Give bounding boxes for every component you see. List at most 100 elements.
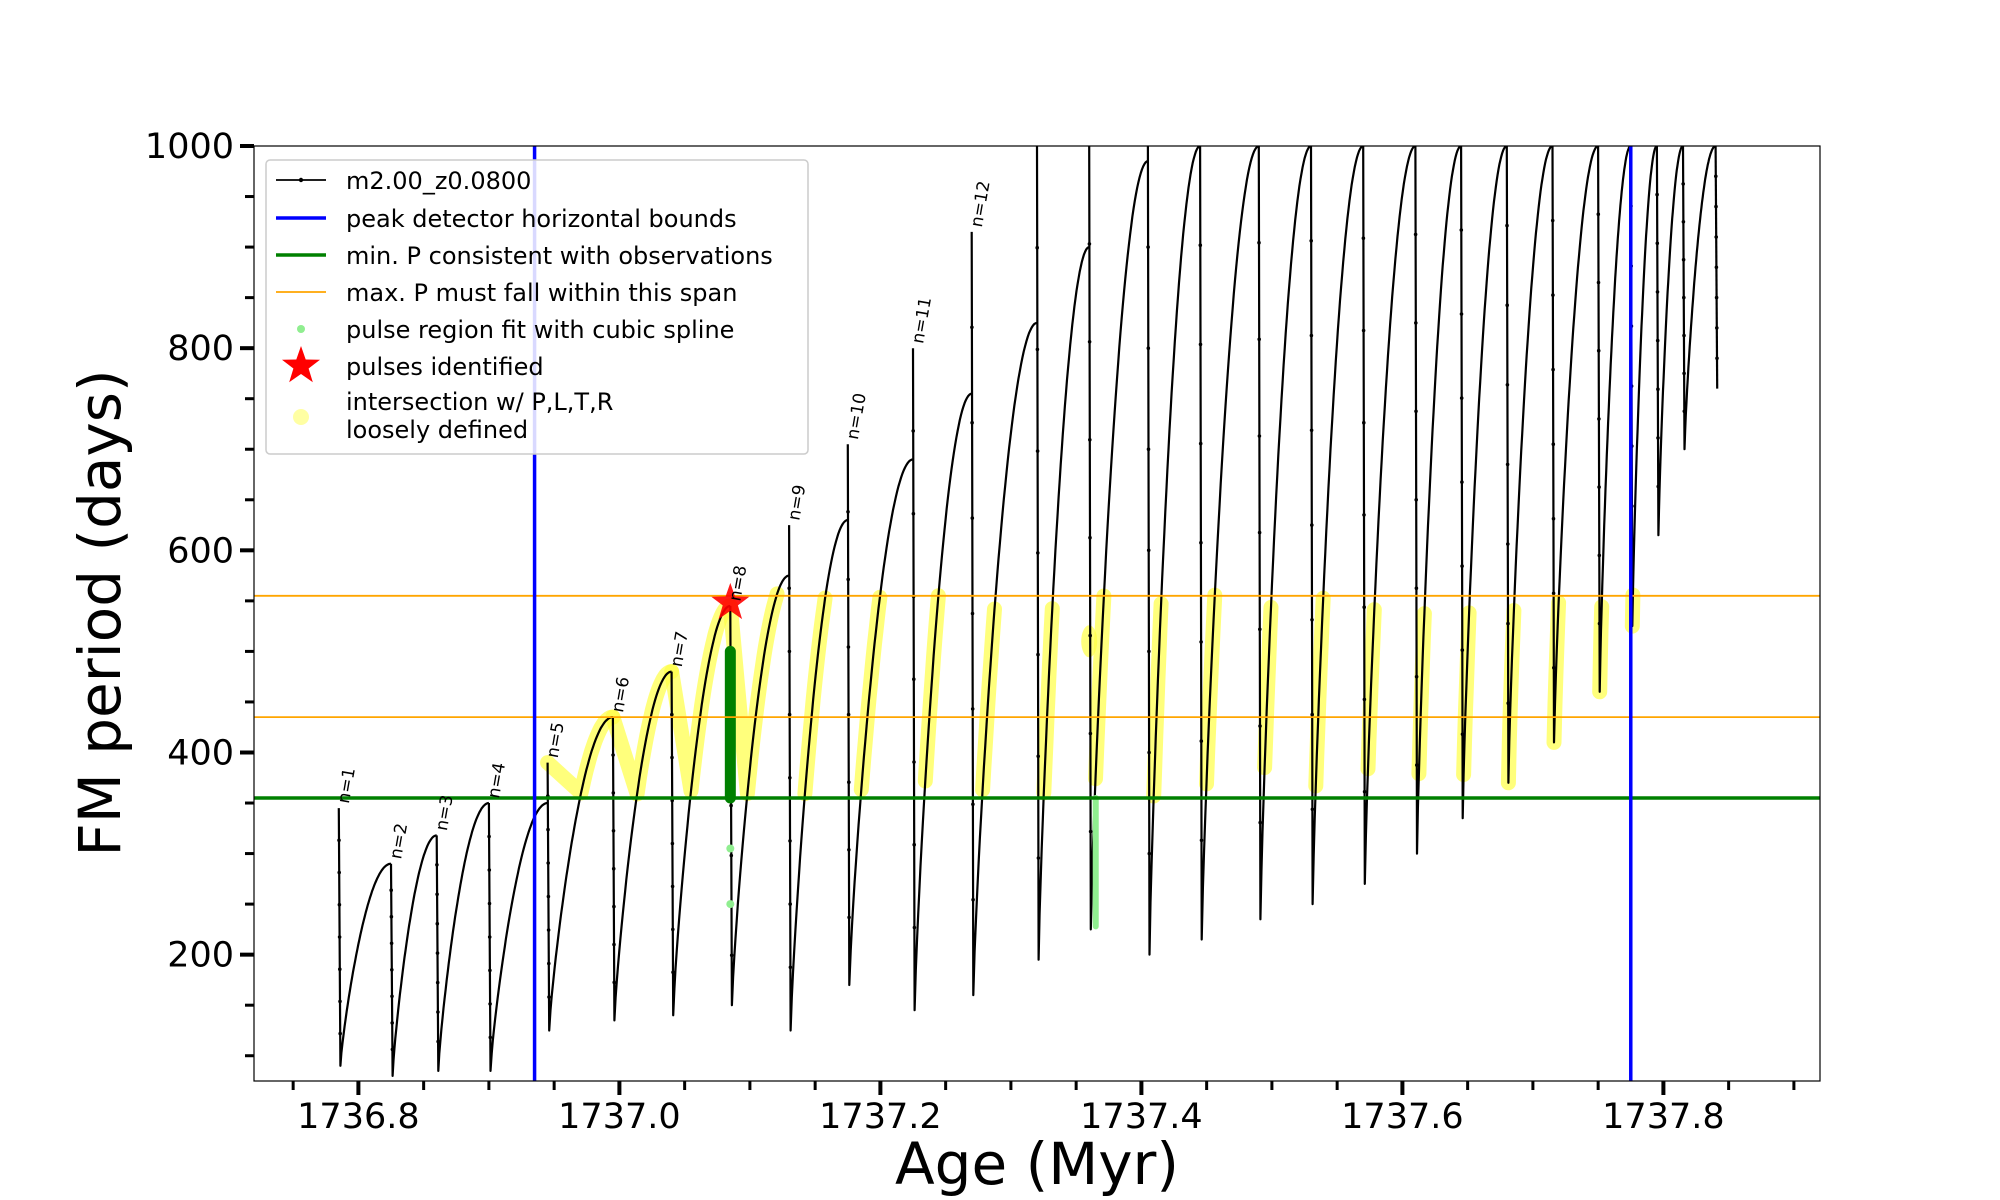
series-point	[1147, 851, 1152, 856]
series-point	[488, 1002, 492, 1006]
series-point	[912, 677, 916, 681]
series-point	[1361, 236, 1366, 240]
series-point	[390, 968, 394, 972]
series-point	[389, 888, 394, 892]
series-point	[1310, 712, 1314, 717]
series-point	[1681, 220, 1686, 224]
series-point	[612, 980, 616, 985]
series-point	[1088, 438, 1092, 442]
series-point	[1258, 724, 1262, 728]
series-point	[1596, 348, 1601, 353]
series-point	[1596, 212, 1601, 216]
series-point	[1460, 732, 1465, 736]
identified-pulses	[711, 582, 750, 620]
series-segment-9	[788, 518, 848, 1032]
series-point	[1414, 321, 1418, 325]
series-point	[670, 755, 674, 760]
series-point	[1550, 218, 1555, 223]
series-point	[1552, 666, 1556, 670]
legend-label-peak-bounds: peak detector horizontal bounds	[346, 205, 737, 233]
series-point	[436, 1010, 440, 1014]
horizontal-lines	[254, 594, 1820, 800]
series-point	[1551, 367, 1555, 372]
y-tick-label-3: 600	[167, 531, 234, 571]
series-point	[846, 712, 851, 717]
series-point	[1198, 243, 1203, 247]
series-point	[1506, 701, 1510, 705]
series-point	[1088, 731, 1093, 736]
x-tick-label-3: 1737.2	[819, 1097, 941, 1137]
series-point	[1682, 371, 1686, 376]
legend-box	[265, 159, 809, 455]
series-point	[1714, 265, 1719, 270]
series-point	[971, 802, 975, 807]
series-point	[729, 853, 734, 858]
series-point	[1362, 697, 1367, 702]
series-segment-23	[1551, 146, 1599, 744]
series-point	[546, 928, 551, 932]
series-segment-6	[611, 670, 672, 1022]
series-point	[1035, 245, 1039, 250]
series-point	[1036, 652, 1040, 657]
legend-label-spline-fit: pulse region fit with cubic spline	[346, 316, 734, 344]
series-point	[1146, 346, 1151, 351]
legend-label-pulses: pulses identified	[346, 353, 544, 381]
series-point	[1257, 240, 1261, 245]
legend-swatch-spline-fit	[297, 325, 305, 333]
x-axis-ticks: 1736.8 1737.0 1737.2 1737.4 1737.6 1737.8	[291, 1081, 1796, 1137]
series-point	[1413, 232, 1418, 237]
series-point	[911, 511, 916, 516]
series-point	[435, 951, 440, 955]
series-point	[1087, 242, 1092, 246]
series-point	[1597, 621, 1602, 626]
series-segment-8	[729, 574, 790, 1007]
series-point	[1506, 542, 1510, 546]
series-point	[788, 902, 792, 906]
series-point	[1460, 480, 1464, 484]
series-point	[1715, 356, 1719, 361]
series-point	[1258, 820, 1262, 825]
series-point	[337, 902, 342, 907]
series-point	[435, 980, 440, 985]
series-point	[1596, 280, 1601, 285]
series-point	[1036, 754, 1040, 759]
series-point	[1036, 551, 1040, 555]
series-point	[911, 429, 915, 433]
series-point	[1309, 239, 1313, 243]
series-point	[1655, 338, 1660, 343]
series-point	[1551, 516, 1556, 521]
series-point	[1088, 829, 1093, 834]
series-point	[1088, 633, 1092, 638]
series-point	[847, 780, 851, 784]
y-axis-ticks: 200 400 600 800 1000	[145, 127, 254, 1058]
series-point	[337, 935, 342, 939]
series-point	[846, 577, 850, 582]
series-point	[1199, 540, 1203, 545]
series-point	[1199, 640, 1203, 644]
y-tick-label-1: 200	[167, 936, 234, 976]
series-point	[1199, 739, 1204, 743]
series-point	[1506, 621, 1510, 626]
series-point	[1681, 182, 1685, 186]
series-point	[1597, 485, 1601, 489]
series-point	[337, 870, 342, 875]
series-point	[1714, 204, 1718, 209]
x-tick-label-4: 1737.4	[1080, 1097, 1202, 1137]
series-point	[1146, 447, 1151, 452]
y-tick-label-5: 1000	[145, 127, 234, 167]
series-point	[1310, 807, 1315, 812]
x-tick-label-1: 1736.8	[297, 1097, 419, 1137]
series-point	[1198, 342, 1203, 347]
series-point	[1257, 434, 1262, 438]
x-tick-label-2: 1737.0	[558, 1097, 680, 1137]
series-segment-4	[487, 801, 548, 1072]
series-point	[1655, 241, 1660, 246]
legend-label-min-period: min. P consistent with observations	[346, 242, 773, 270]
series-segment-19	[1362, 146, 1416, 885]
series-point	[1146, 245, 1150, 249]
series-point	[547, 995, 551, 999]
series-point	[612, 904, 616, 909]
series-point	[338, 999, 342, 1004]
series-point	[788, 965, 793, 970]
